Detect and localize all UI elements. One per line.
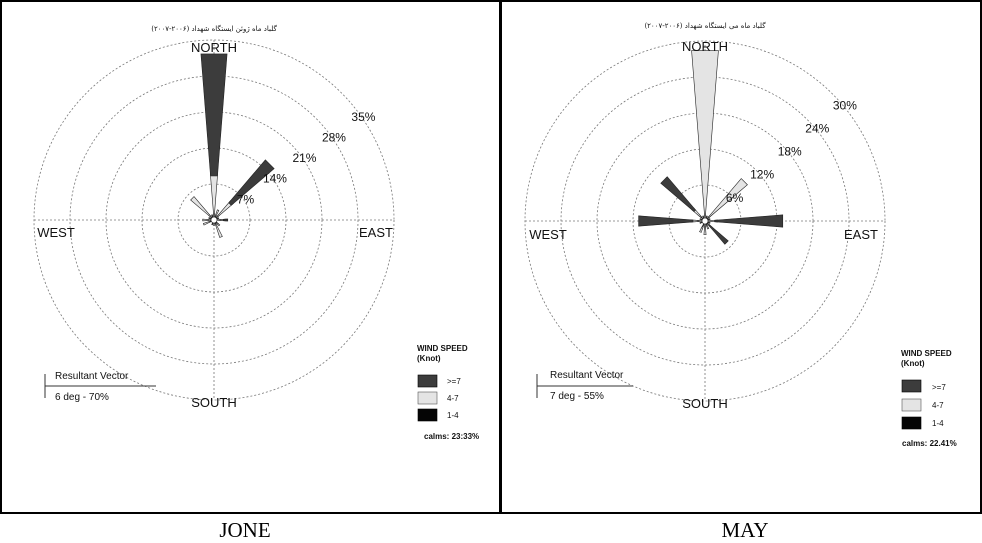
ring-label: 24%: [805, 121, 829, 135]
petals-group: [190, 53, 275, 238]
east-label: EAST: [359, 225, 393, 240]
south-label: SOUTH: [191, 395, 237, 410]
petal-seg-4-7: [703, 225, 707, 236]
resultant-value: 6 deg - 70%: [55, 392, 109, 403]
west-label: WEST: [529, 227, 567, 242]
legend-subtitle: (Knot): [901, 359, 925, 368]
ring-label: 7%: [237, 192, 255, 206]
ring-label: 14%: [263, 172, 287, 186]
calms-label: calms: 23:33%: [424, 432, 479, 441]
east-label: EAST: [844, 227, 878, 242]
petal-seg-over-7: [228, 159, 275, 206]
legend-label-1-4: 1-4: [932, 419, 944, 428]
petal-seg-over-7: [708, 224, 729, 245]
resultant-vector: Resultant Vector 6 deg - 70%: [44, 371, 156, 403]
petal-seg-1-4: [213, 222, 215, 226]
chart-panel-june: 7% 14% 21% 28% 35% گلباد ماه ژوئن ایستگاه شه…: [2, 2, 497, 512]
ring-labels-group: 7% 14% 21% 28% 35%: [237, 110, 376, 207]
wind-rose-may: 6% 12% 18%24% 30% گلباد ماه می ایستگاه شهدا…: [524, 21, 957, 448]
resultant-vector: Resultant Vector 7 deg - 55%: [536, 370, 633, 402]
ring-labels-group: 6% 12% 18%24% 30%: [726, 98, 857, 205]
petal-seg-4-7: [209, 172, 219, 217]
chart-title: گلباد ماه ژوئن ایستگاه شهداد (۲۰۰۶-۲۰۰۷): [151, 24, 277, 33]
petal-seg-4-7: [706, 178, 748, 220]
center-hub: [701, 217, 709, 225]
north-label: NORTH: [191, 40, 237, 55]
center-hub: [210, 216, 218, 224]
panel-divider: [499, 0, 502, 514]
chart-title: گلباد ماه می ایستگاه شهداد (۲۰۰۶-۲۰۰۷): [644, 21, 766, 30]
legend-title: WIND SPEED: [901, 349, 952, 358]
ring-label: 28%: [322, 130, 346, 144]
legend: WIND SPEED (Knot) >=7 4-7 1-4 calms: 23:…: [417, 344, 479, 441]
petal-seg-4-7: [691, 50, 719, 217]
ring-label: 6%: [726, 191, 744, 205]
resultant-label: Resultant Vector: [550, 370, 624, 381]
petal-seg-over-7: [222, 218, 229, 222]
resultant-label: Resultant Vector: [55, 371, 129, 382]
petal-seg-4-7: [699, 225, 704, 233]
caption-june: JONE: [219, 518, 271, 542]
ring-label: 21%: [292, 151, 316, 165]
legend-swatch-over-7: [901, 379, 922, 393]
legend-label-4-7: 4-7: [447, 394, 459, 403]
legend-label-over-7: >=7: [447, 377, 461, 386]
wind-rose-june: 7% 14% 21% 28% 35% گلباد ماه ژوئن ایستگاه شه…: [33, 24, 479, 441]
petal-seg-4-7: [202, 220, 213, 226]
legend-swatch-4-7: [417, 391, 438, 405]
legend: WIND SPEED (Knot) >=7 4-7 1-4 calms: 22.…: [901, 349, 957, 448]
ring-label: 30%: [833, 98, 857, 112]
legend-swatch-1-4: [417, 408, 438, 422]
legend-label-4-7: 4-7: [932, 401, 944, 410]
legend-swatch-4-7: [901, 398, 922, 412]
petal-seg-over-7: [200, 53, 228, 177]
legend-label-over-7: >=7: [932, 383, 946, 392]
legend-title: WIND SPEED: [417, 344, 468, 353]
petals-group: [638, 50, 784, 245]
petal-seg-over-7: [638, 215, 694, 227]
petal-seg-over-7: [660, 176, 697, 213]
chart-panel-may: 6% 12% 18% 24% 30% گلباد ماه می ایستگاه شهدا…: [502, 2, 982, 512]
legend-subtitle: (Knot): [417, 354, 441, 363]
figure-frame: [0, 0, 982, 514]
legend-swatch-1-4: [901, 416, 922, 430]
ring-label: 12%: [750, 168, 774, 182]
petal-seg-over-7: [714, 214, 784, 228]
south-label: SOUTH: [682, 396, 728, 411]
north-label: NORTH: [682, 39, 728, 54]
resultant-value: 7 deg - 55%: [550, 391, 604, 402]
ring-label: 18%: [778, 145, 802, 159]
legend-label-1-4: 1-4: [447, 411, 459, 420]
petal-seg-4-7: [190, 196, 212, 218]
caption-may: MAY: [721, 518, 769, 542]
ring-label: 35%: [351, 110, 375, 124]
legend-swatch-over-7: [417, 374, 438, 388]
petal-seg-4-7: [202, 218, 210, 222]
calms-label: calms: 22.41%: [902, 439, 957, 448]
west-label: WEST: [37, 225, 75, 240]
